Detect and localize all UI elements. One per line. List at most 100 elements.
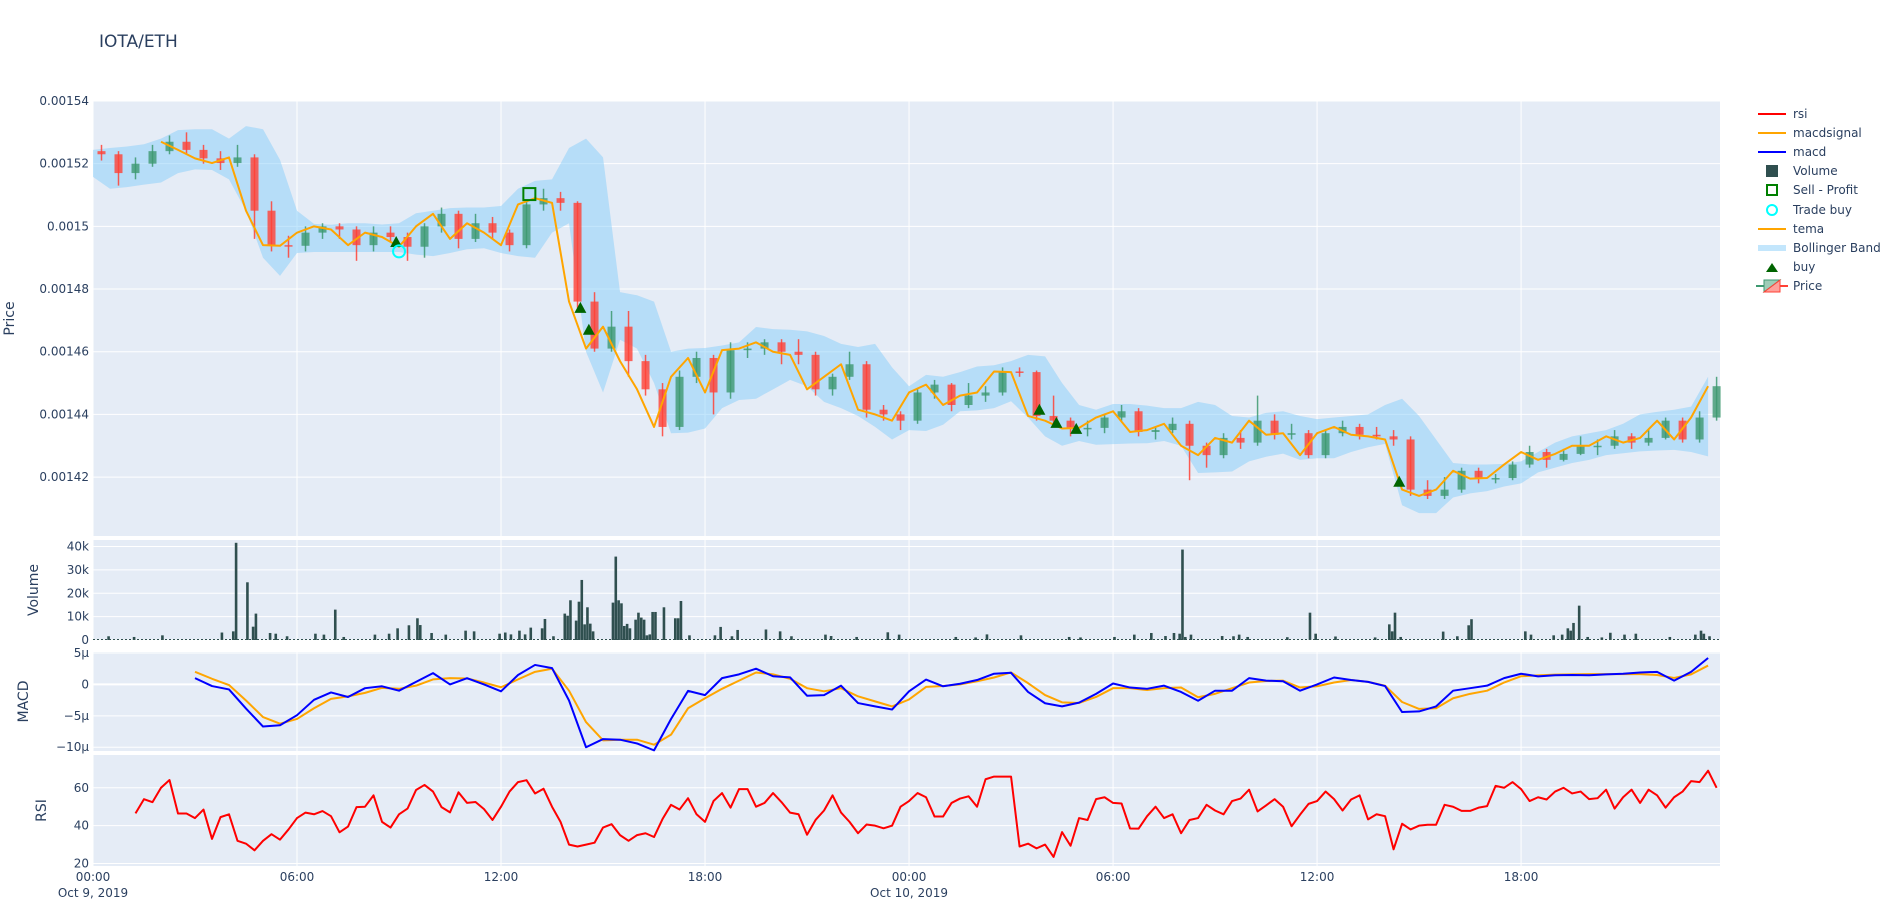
y-tick-label: 40k <box>67 540 89 554</box>
line-icon <box>1756 222 1788 236</box>
legend-label: Price <box>1793 279 1823 294</box>
candle-body <box>1644 437 1653 443</box>
candle-body <box>760 342 769 349</box>
candle-body <box>896 414 905 421</box>
candle-body <box>1270 420 1279 435</box>
volume-bar <box>254 613 258 640</box>
candle <box>1321 430 1330 459</box>
volume-bar <box>625 623 629 640</box>
x-tick-label: 06:00 <box>280 870 315 884</box>
volume-bar <box>540 628 544 640</box>
volume-bar <box>1702 633 1706 640</box>
legend-label: Volume <box>1793 164 1838 179</box>
candle-body <box>1219 437 1228 456</box>
candle-body <box>1100 417 1109 428</box>
volume-bar <box>611 602 615 640</box>
candle-body <box>1151 430 1160 432</box>
volume-bar <box>1467 625 1470 640</box>
legend-item-macdsignal[interactable]: macdsignal <box>1756 123 1881 142</box>
candle-body <box>1491 478 1500 480</box>
volume-bar <box>985 634 989 640</box>
volume-bar <box>642 619 646 640</box>
legend-item-sell-profit[interactable]: Sell - Profit <box>1756 181 1881 200</box>
volume-bar <box>1470 619 1473 640</box>
candle-body <box>1389 436 1398 440</box>
legend-item-rsi[interactable]: rsi <box>1756 104 1881 123</box>
y-tick-label: 0.00142 <box>39 470 89 484</box>
buy-marker <box>1393 475 1406 487</box>
candle-body <box>964 395 973 405</box>
candle <box>1219 433 1228 459</box>
volume-bar <box>713 635 717 640</box>
candle-body <box>641 361 650 390</box>
candle-body <box>352 229 361 246</box>
legend-item-macd[interactable]: macd <box>1756 142 1881 161</box>
volume-bar <box>829 636 833 640</box>
legend-item-buy[interactable]: buy <box>1756 258 1881 277</box>
volume-bar <box>628 628 632 640</box>
candle <box>947 383 956 412</box>
volume-bar <box>1246 636 1249 640</box>
candle-body <box>199 149 208 159</box>
candle-body <box>522 204 531 246</box>
volume-bar <box>234 542 238 640</box>
candle-body <box>1695 417 1704 440</box>
candle-body <box>420 226 429 247</box>
candle <box>726 342 735 399</box>
volume-bar <box>333 609 337 640</box>
volume-bar <box>1566 628 1570 640</box>
legend-item-trade-buy[interactable]: Trade buy <box>1756 200 1881 219</box>
volume-bar <box>430 632 433 640</box>
x-tick-label: 12:00 <box>1300 870 1335 884</box>
volume-bar <box>1600 637 1604 640</box>
candle-body <box>182 141 191 150</box>
volume-bar <box>566 615 569 640</box>
y-tick-label: 30k <box>67 563 89 577</box>
square-icon <box>1756 164 1788 178</box>
candle-body <box>97 151 106 155</box>
volume-bar <box>285 636 289 640</box>
volume-bar <box>1699 630 1703 640</box>
y-axis-title-volume: Volume <box>26 564 42 616</box>
legend-item-volume[interactable]: Volume <box>1756 162 1881 181</box>
candle <box>845 351 854 380</box>
legend-label: Bollinger Band <box>1793 240 1881 255</box>
volume-bar <box>591 631 595 640</box>
y-axis-title-macd: MACD <box>16 681 32 723</box>
candle <box>114 151 123 186</box>
candle-body <box>692 357 701 377</box>
volume-bar <box>886 632 890 640</box>
volume-bar <box>1172 632 1176 640</box>
candle-body <box>1049 415 1058 421</box>
candle-body <box>981 392 990 396</box>
candle-body <box>488 223 497 233</box>
volume-bar <box>1390 631 1394 640</box>
volume-bar <box>1708 636 1711 640</box>
candle-body <box>998 371 1007 393</box>
candle <box>556 191 565 211</box>
x-tick-date-label: Oct 9, 2019 <box>58 886 128 900</box>
y-tick-label: −10μ <box>56 740 89 754</box>
candle-body <box>1134 411 1143 432</box>
y-tick-label: −5μ <box>64 709 90 723</box>
candle-body <box>862 364 871 410</box>
candle-body <box>879 409 888 415</box>
candle-body <box>1508 464 1517 479</box>
candle-body <box>1593 445 1602 448</box>
candle <box>641 354 650 396</box>
legend-item-bollinger-band[interactable]: Bollinger Band <box>1756 238 1881 257</box>
square-open-icon <box>1756 183 1788 197</box>
candle-body <box>1525 452 1534 465</box>
volume-bar <box>1388 624 1391 640</box>
volume-bar <box>418 625 422 640</box>
panel-volume: 0 10k 20k 30k 40k Volume <box>26 540 1720 647</box>
panel-rsi: 20 40 60 RSI <box>34 755 1720 871</box>
x-tick-label: 00:00 <box>892 870 927 884</box>
legend-item-tema[interactable]: tema <box>1756 219 1881 238</box>
candle <box>131 157 140 180</box>
candle <box>590 292 599 352</box>
legend: rsi macdsignal macd Volume Sell - Profit Trad… <box>1756 104 1881 296</box>
volume-bar <box>1019 635 1023 640</box>
legend-item-price[interactable]: Price <box>1756 277 1881 296</box>
